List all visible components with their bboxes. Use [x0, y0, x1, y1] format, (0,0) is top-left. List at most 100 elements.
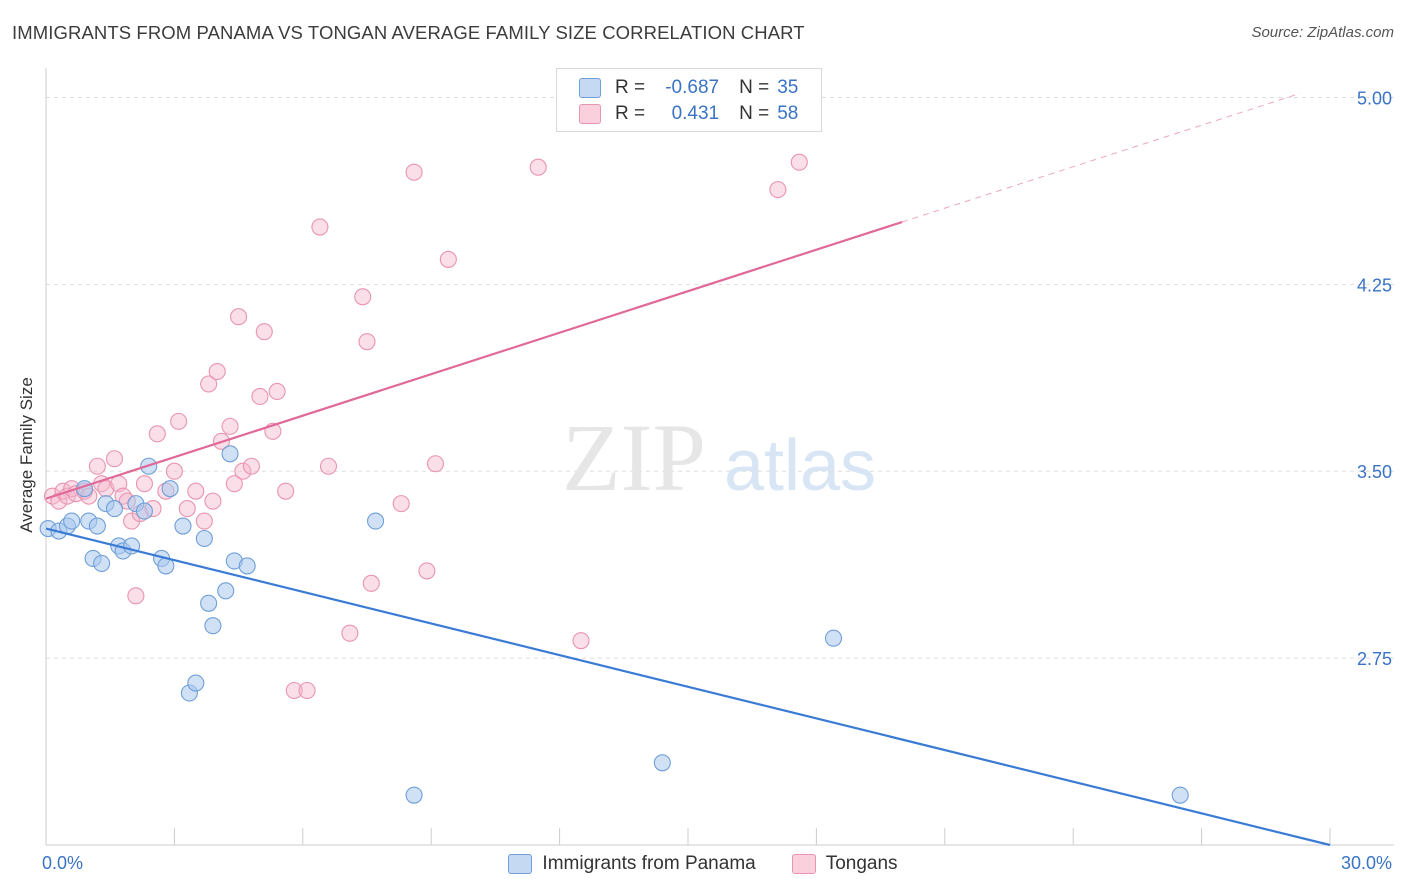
- tongans-point: [405, 163, 423, 181]
- y-axis-title: Average Family Size: [17, 377, 36, 533]
- tongans-point: [50, 492, 68, 510]
- tongans-point: [170, 412, 188, 430]
- tongans-point: [221, 417, 239, 435]
- tongans-point: [200, 375, 218, 393]
- y-tick-label: 2.75: [1357, 649, 1392, 669]
- panama-point: [204, 617, 222, 635]
- watermark-zip: ZIP: [562, 404, 706, 511]
- tongans-point: [298, 681, 316, 700]
- r-label: R =: [615, 77, 646, 98]
- legend-label-tongans: Tongans: [825, 853, 898, 874]
- tongans-swatch: [579, 104, 601, 124]
- tongans-point: [148, 425, 166, 443]
- tongans-point: [418, 562, 436, 580]
- y-tick-label: 3.50: [1357, 462, 1392, 482]
- panama-point: [187, 674, 205, 692]
- tongans-point: [135, 475, 153, 493]
- legend-label-panama: Immigrants from Panama: [542, 853, 756, 874]
- tongans-point: [362, 574, 380, 592]
- series-legend: Immigrants from Panama Tongans: [0, 852, 1406, 876]
- tongans-point: [319, 457, 338, 475]
- tongans-point: [225, 475, 243, 493]
- tongans-point: [230, 308, 248, 326]
- tongans-legend-swatch: [791, 854, 816, 874]
- tongans-point: [769, 181, 787, 199]
- tongans-point: [178, 500, 196, 518]
- stats-legend: R = -0.687 N = 35 R = 0.431 N = 58: [556, 68, 822, 132]
- panama-trend-line: [45, 527, 1331, 847]
- panama-point: [653, 754, 671, 772]
- panama-point: [367, 512, 385, 530]
- n-value: 58: [777, 103, 799, 124]
- tongans-point: [439, 250, 457, 268]
- tongans-point: [392, 495, 410, 513]
- panama-point: [824, 629, 843, 647]
- panama-point: [1171, 786, 1189, 804]
- tongans-point: [195, 512, 213, 530]
- tongans-point: [204, 492, 222, 510]
- panama-point: [217, 582, 235, 600]
- r-label: R =: [615, 103, 646, 124]
- tongans-point: [187, 482, 205, 500]
- tongans-point: [127, 587, 145, 605]
- n-label: N =: [739, 103, 770, 124]
- panama-point: [63, 512, 81, 530]
- tongans-point: [268, 382, 286, 401]
- chart-title: IMMIGRANTS FROM PANAMA VS TONGAN AVERAGE…: [12, 22, 805, 43]
- x-tick-label: 0.0%: [42, 853, 83, 873]
- axes: [45, 68, 1394, 846]
- tongans-point: [426, 455, 445, 473]
- tongans-point: [358, 333, 376, 351]
- panama-point: [174, 517, 192, 535]
- tongans-point: [242, 457, 260, 475]
- source-label: Source: ZipAtlas.com: [1251, 24, 1394, 41]
- tongans-trend-line: [45, 220, 903, 500]
- trend-lines: [45, 92, 1331, 847]
- panama-point: [221, 445, 239, 463]
- panama-point: [238, 557, 256, 575]
- stats-row-tongans: R = 0.431 N = 58: [579, 101, 798, 127]
- y-tick-label: 5.00: [1357, 88, 1392, 108]
- tongans-point: [341, 624, 359, 642]
- legend-item-panama[interactable]: Immigrants from Panama: [508, 852, 756, 876]
- legend-item-tongans[interactable]: Tongans: [791, 852, 898, 876]
- tongans-points: [43, 153, 808, 700]
- stats-row-panama: R = -0.687 N = 35: [579, 75, 798, 101]
- n-value: 35: [777, 77, 799, 98]
- gridlines: [46, 96, 1394, 659]
- watermark: ZIP atlas: [562, 404, 876, 511]
- tongans-trend-extension: [901, 92, 1301, 223]
- tongans-point: [354, 288, 372, 306]
- tongans-point: [277, 482, 295, 500]
- tongans-point: [234, 462, 252, 480]
- n-label: N =: [739, 77, 770, 98]
- tongans-point: [311, 218, 329, 236]
- y-axis-tick-labels: 2.75 3.50 4.25 5.00: [1357, 88, 1392, 669]
- panama-point: [161, 480, 179, 498]
- y-tick-label: 4.25: [1357, 275, 1392, 295]
- r-value: -0.687: [665, 77, 720, 98]
- x-axis-tick-labels: 0.0% 30.0%: [42, 853, 1392, 873]
- tongans-point: [251, 387, 269, 406]
- panama-swatch: [579, 78, 601, 98]
- panama-point: [93, 554, 111, 572]
- tongans-point: [105, 450, 124, 468]
- panama-legend-swatch: [508, 854, 533, 874]
- panama-point: [405, 786, 423, 804]
- tongans-point: [572, 632, 590, 650]
- tongans-point: [165, 462, 183, 480]
- r-value: 0.431: [671, 103, 720, 124]
- panama-point: [200, 594, 218, 612]
- panama-point: [105, 500, 124, 518]
- panama-point: [195, 529, 213, 548]
- tongans-point: [529, 158, 547, 176]
- tongans-point: [285, 681, 303, 700]
- tongans-point: [208, 362, 226, 381]
- x-tick-label: 30.0%: [1341, 853, 1392, 873]
- panama-point: [88, 517, 106, 535]
- tongans-point: [790, 153, 808, 171]
- panama-point: [135, 502, 153, 520]
- tongans-point: [88, 457, 106, 475]
- watermark-atlas: atlas: [724, 426, 876, 506]
